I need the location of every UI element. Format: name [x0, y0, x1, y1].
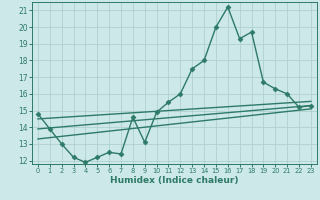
X-axis label: Humidex (Indice chaleur): Humidex (Indice chaleur): [110, 176, 239, 185]
